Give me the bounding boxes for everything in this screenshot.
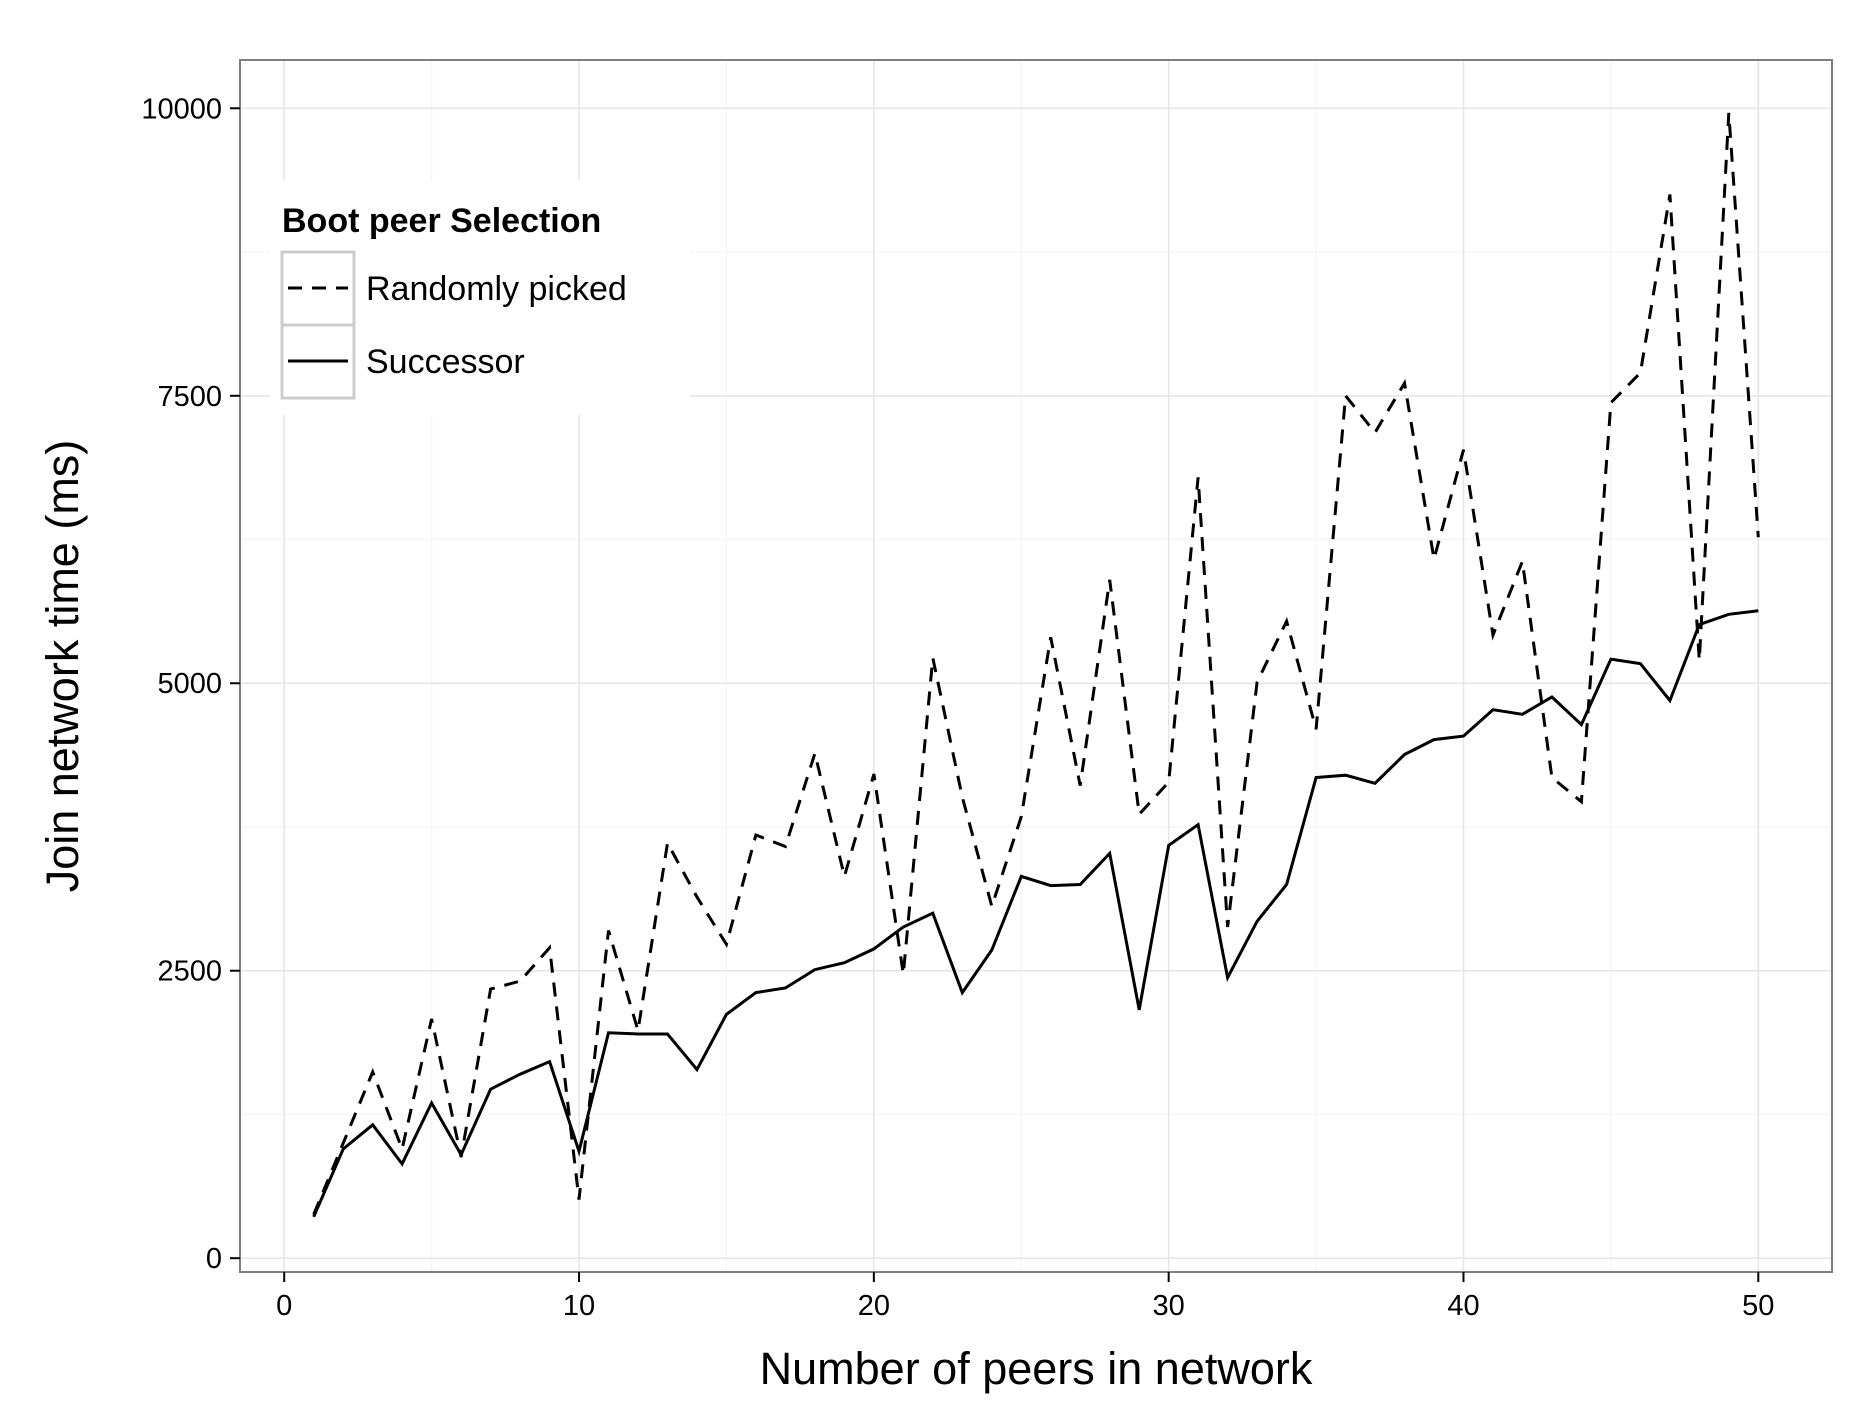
legend: Boot peer Selection Randomly picked Succe…	[270, 180, 690, 415]
y-tick-label: 10000	[141, 93, 222, 125]
y-axis-title: Join network time (ms)	[37, 440, 88, 893]
legend-items: Randomly picked Successor	[280, 250, 627, 400]
legend-title: Boot peer Selection	[282, 202, 601, 240]
x-tick-label: 40	[1447, 1290, 1479, 1322]
legend-label: Randomly picked	[366, 270, 627, 308]
y-tick-label: 2500	[157, 956, 222, 988]
y-tick-label: 0	[206, 1243, 222, 1275]
x-tick-label: 20	[858, 1290, 890, 1322]
series-line-randomly-picked	[312, 112, 1760, 1216]
x-tick-label: 30	[1153, 1290, 1185, 1322]
series-layer	[312, 112, 1760, 1218]
x-tick-label: 0	[276, 1290, 292, 1322]
y-tick-label: 7500	[157, 381, 222, 413]
x-tick-label: 10	[563, 1290, 595, 1322]
x-axis: 0 10 20 30 40 50	[276, 1272, 1774, 1322]
y-axis: 0 2500 5000 7500 10000	[141, 93, 240, 1275]
plot-panel-border	[239, 59, 1833, 1273]
x-axis-title: Number of peers in network	[760, 1343, 1313, 1394]
x-tick-label: 50	[1742, 1290, 1774, 1322]
major-gridlines	[240, 60, 1832, 1272]
series-line-successor	[312, 609, 1759, 1218]
y-tick-label: 5000	[157, 668, 222, 700]
legend-label: Successor	[366, 343, 525, 381]
